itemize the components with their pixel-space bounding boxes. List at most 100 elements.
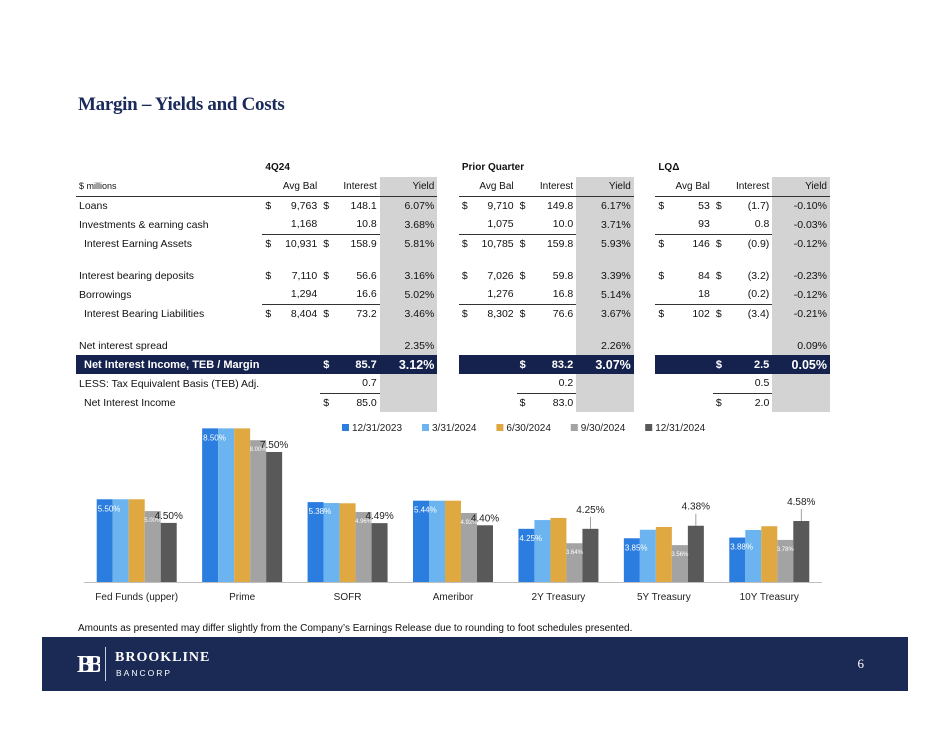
gap-cell xyxy=(634,215,656,234)
yield-value: 6.07% xyxy=(379,196,438,215)
currency-sign: $ xyxy=(712,355,731,374)
yield-shade-cell xyxy=(379,374,438,393)
currency-sign: $ xyxy=(516,303,535,323)
bar xyxy=(96,499,113,582)
avg-bal-value: 10,785 xyxy=(476,233,517,253)
legend-label: 9/30/2024 xyxy=(581,423,626,434)
bar xyxy=(566,543,583,582)
bar xyxy=(355,512,372,582)
margin-value: 0.05% xyxy=(772,355,830,374)
currency-sign xyxy=(320,285,338,304)
data-label: 4.25% xyxy=(576,505,604,516)
blank-cell xyxy=(280,355,321,374)
yield-shade-cell xyxy=(379,393,438,412)
data-label: 4.96% xyxy=(355,519,373,525)
gap-cell xyxy=(437,253,459,266)
currency-sign: $ xyxy=(262,233,281,253)
nii-teb-value: 2.5 xyxy=(730,355,773,374)
bar xyxy=(777,539,794,582)
data-label: 4.49% xyxy=(365,511,393,522)
nii-value: 85.0 xyxy=(338,392,380,412)
yield-shade-cell xyxy=(379,323,438,336)
table-row: Borrowings 1,294 16.6 5.02% 1,276 16.8 5.14% 18… xyxy=(76,285,830,304)
yield-value: 3.39% xyxy=(576,266,634,285)
gap-cell xyxy=(437,266,459,285)
group-heading: LQΔ xyxy=(658,162,680,173)
interest-value: 56.6 xyxy=(356,269,377,282)
col-head-interest: Interest xyxy=(516,177,577,197)
currency-sign xyxy=(713,285,731,304)
spacer-row xyxy=(76,323,830,336)
column-header-row: $ millions Avg Bal Interest Yield Avg Bal Int… xyxy=(76,177,830,197)
interest-value: (0.9) xyxy=(730,233,773,253)
spacer-row xyxy=(76,253,830,266)
bar xyxy=(477,525,493,582)
currency-sign: $ xyxy=(265,199,272,212)
row-label: Interest Earning Assets xyxy=(84,237,192,250)
gap-cell xyxy=(437,304,459,323)
interest-value: (3.2) xyxy=(747,269,770,282)
legend-swatch xyxy=(496,424,504,431)
data-label: 3.56% xyxy=(671,552,689,558)
data-label: 3.78% xyxy=(777,547,795,553)
col-head-interest: Interest xyxy=(320,177,380,197)
currency-sign: $ xyxy=(265,269,272,282)
blank-cell xyxy=(76,158,262,177)
yield-shade-cell xyxy=(772,253,830,266)
legend-label: 12/31/2024 xyxy=(655,423,705,434)
svg-text:BB: BB xyxy=(77,652,100,677)
category-label: 10Y Treasury xyxy=(740,592,799,603)
row-label: Net interest spread xyxy=(79,339,168,352)
blank-cell xyxy=(459,253,576,266)
data-label: 4.40% xyxy=(471,513,499,524)
currency-sign: $ xyxy=(461,269,468,282)
gap-cell xyxy=(634,234,656,253)
interest-value: 158.9 xyxy=(338,233,380,253)
currency-sign xyxy=(517,285,535,304)
table-row: Interest bearing deposits $7,110 $56.6 3.16… xyxy=(76,266,830,285)
yield-value: 5.93% xyxy=(576,234,634,253)
currency-sign: $ xyxy=(715,199,722,212)
col-head-avg-bal: Avg Bal xyxy=(262,177,321,197)
yield-shade-cell xyxy=(772,323,830,336)
currency-sign xyxy=(320,215,338,234)
data-label: 3.88% xyxy=(730,543,753,552)
bar xyxy=(582,528,599,582)
yield-value: 6.17% xyxy=(576,196,634,215)
currency-sign xyxy=(262,285,280,304)
bar xyxy=(339,503,356,582)
gap-cell xyxy=(437,158,459,177)
legend-swatch xyxy=(645,424,653,431)
currency-sign: $ xyxy=(320,303,339,323)
category-label: 5Y Treasury xyxy=(637,592,691,603)
gap-cell xyxy=(437,336,459,355)
avg-bal-value: 1,168 xyxy=(290,218,318,231)
currency-sign xyxy=(517,215,535,234)
margin-value: 3.07% xyxy=(576,355,634,374)
interest-value: 10.0 xyxy=(552,218,574,231)
gap-cell xyxy=(634,374,656,393)
data-label: 4.25% xyxy=(519,534,542,543)
blank-cell xyxy=(76,323,262,336)
blank-cell xyxy=(262,253,379,266)
data-label: 5.38% xyxy=(309,507,332,516)
gap-cell xyxy=(634,304,656,323)
currency-sign xyxy=(262,215,280,234)
table-row: Loans $9,763 $148.1 6.07% $9,710 $149.8 6.17% $… xyxy=(76,196,830,215)
currency-sign: $ xyxy=(320,233,339,253)
bar xyxy=(639,529,656,582)
brand-name: BROOKLINE xyxy=(115,650,211,665)
interest-value: 16.6 xyxy=(356,288,377,301)
bar xyxy=(461,512,477,582)
interest-value: 0.8 xyxy=(754,218,770,231)
nii-teb-row: Net Interest Income, TEB / Margin $85.7 3.… xyxy=(76,355,830,374)
data-label: 4.92% xyxy=(460,520,478,526)
currency-sign: $ xyxy=(461,199,468,212)
bar xyxy=(687,525,704,582)
units-label: $ millions xyxy=(76,177,263,197)
interest-value: 16.8 xyxy=(552,288,574,301)
data-label: 7.50% xyxy=(260,440,288,451)
bar xyxy=(323,503,340,582)
category-label: Prime xyxy=(229,592,256,603)
spread-value: 0.09% xyxy=(772,336,830,355)
